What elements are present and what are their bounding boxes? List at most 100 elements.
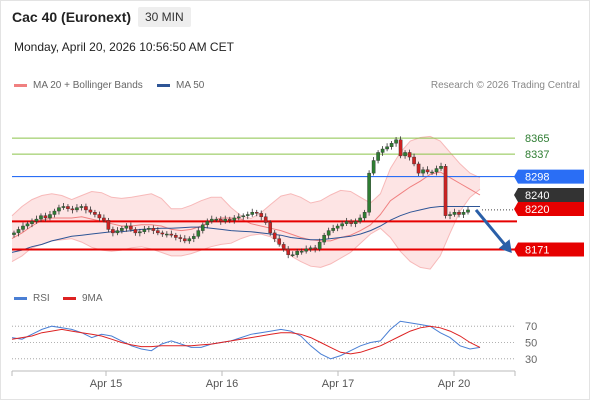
candle-body bbox=[398, 139, 403, 157]
candle-body bbox=[79, 206, 84, 208]
bollinger-band bbox=[12, 136, 480, 270]
candle-body bbox=[169, 233, 174, 236]
legend-bollinger: MA 20 + Bollinger Bands bbox=[14, 80, 143, 91]
candle-body bbox=[331, 228, 335, 231]
candle-body bbox=[281, 244, 286, 250]
candle-body bbox=[299, 251, 304, 253]
candle-body bbox=[304, 248, 308, 252]
candle-body bbox=[358, 217, 362, 222]
candle-body bbox=[165, 233, 169, 236]
level-label-8337: 8337 bbox=[525, 149, 549, 161]
level-label-8220: 8220 bbox=[525, 204, 549, 216]
candle-body bbox=[192, 236, 196, 239]
candle-body bbox=[250, 212, 255, 215]
candle-body bbox=[209, 218, 214, 222]
candle-body bbox=[259, 213, 264, 218]
candle-body bbox=[97, 214, 102, 219]
candle-body bbox=[48, 214, 52, 219]
candle-body bbox=[138, 231, 142, 234]
candle-body bbox=[223, 218, 228, 222]
x-tick-label: Apr 17 bbox=[322, 378, 354, 390]
candle-body bbox=[457, 212, 461, 215]
candle-body bbox=[124, 225, 129, 229]
candle-body bbox=[88, 209, 93, 213]
candle-body bbox=[183, 238, 187, 242]
candle-body bbox=[349, 221, 353, 224]
candle-body bbox=[241, 215, 246, 218]
rsi-swatch bbox=[14, 296, 27, 300]
candle-body bbox=[21, 225, 25, 230]
candle-body bbox=[187, 238, 192, 242]
candle-body bbox=[290, 254, 295, 256]
rsi-tick-50: 50 bbox=[525, 338, 537, 350]
candle-body bbox=[430, 171, 434, 174]
candle-body bbox=[263, 216, 268, 223]
level-label-8298: 8298 bbox=[525, 172, 549, 184]
candle-body bbox=[272, 232, 277, 239]
candle-body bbox=[39, 215, 43, 220]
x-tick-label: Apr 20 bbox=[438, 378, 470, 390]
candle-body bbox=[466, 209, 470, 213]
candle-body bbox=[407, 152, 412, 158]
candle-body bbox=[403, 152, 407, 157]
candle-body bbox=[425, 169, 430, 173]
candle-body bbox=[61, 206, 66, 208]
candle-body bbox=[218, 218, 223, 222]
level-label-8171: 8171 bbox=[525, 245, 549, 257]
candle-body bbox=[326, 230, 331, 236]
candle-body bbox=[52, 210, 57, 215]
candle-body bbox=[376, 152, 380, 161]
candle-body bbox=[313, 247, 317, 250]
level-tag-8171 bbox=[514, 242, 584, 257]
legend-rsi-ma-label: 9MA bbox=[82, 293, 103, 304]
candle-body bbox=[317, 241, 322, 250]
candle-body bbox=[227, 218, 232, 221]
timeframe-button[interactable]: 30 MIN bbox=[138, 7, 191, 27]
legend-rsi: RSI bbox=[14, 293, 50, 304]
candle-body bbox=[236, 216, 241, 219]
bollinger-lower-line bbox=[11, 188, 481, 270]
candle-body bbox=[178, 237, 183, 239]
candle-body bbox=[75, 207, 79, 211]
x-tick-label: Apr 16 bbox=[206, 378, 238, 390]
candle-body bbox=[412, 156, 416, 165]
level-tag-8220 bbox=[514, 202, 584, 216]
candle-body bbox=[120, 228, 124, 231]
candle-body bbox=[160, 232, 165, 235]
candle-body bbox=[254, 212, 259, 214]
candle-body bbox=[214, 218, 219, 221]
copyright-text: Research © 2026 Trading Central bbox=[430, 80, 580, 91]
candle-body bbox=[232, 217, 237, 221]
ma50-swatch bbox=[157, 83, 170, 87]
bollinger-swatch bbox=[14, 83, 27, 87]
candle-body bbox=[353, 221, 358, 224]
rsi-ma-line bbox=[11, 325, 481, 355]
candle-body bbox=[156, 230, 160, 234]
legend-rsi-label: RSI bbox=[33, 293, 50, 304]
forecast-arrow-head bbox=[498, 239, 512, 254]
candle-body bbox=[57, 207, 61, 212]
candle-body bbox=[461, 212, 466, 215]
candle-body bbox=[200, 224, 205, 231]
candle-body bbox=[129, 225, 133, 230]
candle-body bbox=[93, 212, 97, 215]
candle-body bbox=[380, 148, 385, 153]
candle-body bbox=[371, 160, 376, 174]
candle-body bbox=[70, 208, 75, 211]
legend-bollinger-label: MA 20 + Bollinger Bands bbox=[33, 80, 143, 91]
forecast-arrow-shaft bbox=[474, 208, 510, 250]
candle-body bbox=[394, 139, 398, 144]
candle-body bbox=[286, 248, 290, 255]
candle-body bbox=[268, 222, 273, 234]
level-label-8365: 8365 bbox=[525, 133, 549, 145]
candle-body bbox=[245, 214, 250, 216]
candle-body bbox=[142, 229, 147, 232]
candle-body bbox=[308, 247, 313, 250]
candle-body bbox=[448, 214, 452, 216]
candle-body bbox=[106, 220, 111, 230]
candle-body bbox=[416, 163, 421, 174]
rsi-tick-70: 70 bbox=[525, 321, 537, 333]
candle-body bbox=[443, 166, 448, 216]
candle-body bbox=[434, 168, 439, 173]
